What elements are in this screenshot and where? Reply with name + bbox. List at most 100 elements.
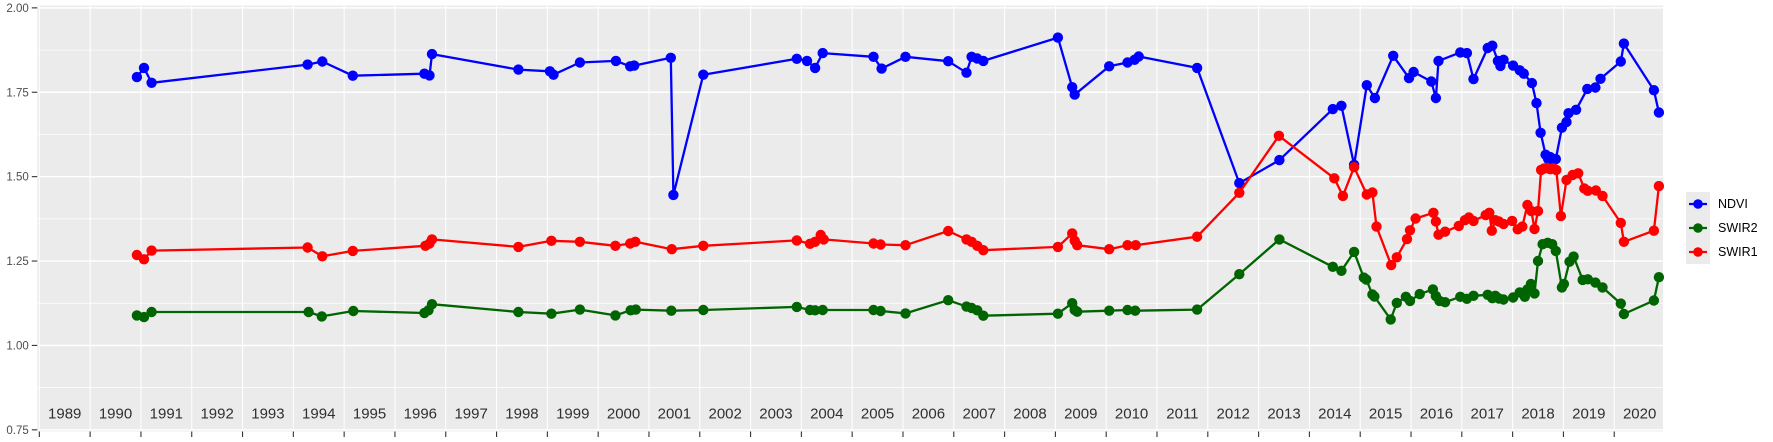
x-tick-label: 1993 xyxy=(251,406,284,423)
NDVI-point xyxy=(1274,154,1285,166)
NDVI-point xyxy=(1582,83,1593,95)
x-tick-label: 1997 xyxy=(454,406,487,423)
NDVI-point xyxy=(1433,55,1444,67)
NDVI-point xyxy=(1570,104,1582,116)
series-NDVI xyxy=(131,32,1665,201)
NDVI-point xyxy=(1408,66,1419,78)
x-tick-label: 2017 xyxy=(1471,406,1504,423)
NDVI-point xyxy=(424,70,435,81)
x-tick-label: 2013 xyxy=(1267,406,1300,423)
SWIR1-point xyxy=(546,235,557,246)
SWIR1-point xyxy=(1618,236,1630,247)
NDVI-point xyxy=(548,69,559,80)
SWIR2-point xyxy=(348,305,359,317)
SWIR2-point xyxy=(1130,305,1141,316)
x-tick-label: 2003 xyxy=(759,406,792,423)
SWIR2-point xyxy=(1336,265,1347,276)
SWIR2-point xyxy=(1327,261,1339,272)
SWIR1-point xyxy=(875,239,886,250)
NDVI-point xyxy=(610,55,622,67)
SWIR1-point xyxy=(818,234,829,245)
NDVI-point xyxy=(574,57,586,68)
axis-ticks xyxy=(31,7,1615,437)
SWIR2-point xyxy=(943,295,954,306)
NDVI-point xyxy=(302,59,313,70)
NDVI-point xyxy=(1550,153,1562,165)
NDVI-point xyxy=(1069,89,1080,100)
SWIR1-point xyxy=(943,225,954,237)
SWIR1-point xyxy=(1532,205,1544,217)
SWIR2-point xyxy=(546,308,557,319)
SWIR2-point xyxy=(1274,234,1285,245)
SWIR1-point xyxy=(1551,164,1562,176)
series-SWIR1 xyxy=(131,130,1665,271)
SWIR1-point xyxy=(630,236,641,247)
NDVI-point xyxy=(961,67,972,78)
NDVI-point xyxy=(131,71,143,83)
NDVI-point xyxy=(1327,103,1339,115)
SWIR2-point xyxy=(1498,294,1509,305)
SWIR2-point xyxy=(1404,295,1416,307)
NDVI-point xyxy=(146,77,157,89)
x-tick-label: 2009 xyxy=(1064,406,1097,423)
NDVI-point xyxy=(876,63,887,74)
SWIR1-point xyxy=(513,241,524,253)
SWIR2-point xyxy=(1391,297,1403,309)
SWIR1-point xyxy=(1401,233,1413,245)
SWIR2-point xyxy=(666,305,677,316)
SWIR2-point xyxy=(1532,255,1544,267)
x-tick-label: 1998 xyxy=(505,406,538,423)
SWIR1-point xyxy=(1371,221,1382,232)
SWIR1-point xyxy=(1404,225,1416,236)
NDVI-point xyxy=(426,48,438,60)
NDVI-point xyxy=(868,51,879,62)
SWIR1-point xyxy=(1191,231,1203,242)
SWIR2-point xyxy=(1615,298,1627,309)
SWIR2-point xyxy=(1468,290,1479,301)
NDVI-point xyxy=(1590,82,1601,93)
NDVI-point xyxy=(1535,127,1546,138)
SWIR2-point xyxy=(574,304,586,315)
x-tick-label: 2016 xyxy=(1420,406,1453,423)
SWIR1-point xyxy=(1430,216,1442,227)
x-tick-label: 2010 xyxy=(1115,406,1148,423)
SWIR2-point xyxy=(1550,245,1562,257)
SWIR1-point xyxy=(1337,190,1349,202)
SWIR1-point xyxy=(666,244,677,255)
NDVI-point xyxy=(1104,61,1115,72)
SWIR1-point xyxy=(146,245,157,256)
NDVI-point xyxy=(1468,73,1479,85)
swir1-key-icon xyxy=(1686,240,1710,264)
SWIR1-point xyxy=(1130,240,1141,251)
NDVI-point xyxy=(817,47,828,59)
legend: NDVI SWIR2 SWIR1 xyxy=(1686,192,1758,264)
SWIR1-point xyxy=(1573,168,1584,179)
NDVI-point xyxy=(698,69,709,80)
SWIR1-point xyxy=(1122,240,1133,251)
y-tick-label: 1.50 xyxy=(6,172,28,184)
NDVI-point xyxy=(1531,97,1542,109)
SWIR1-point xyxy=(1072,240,1083,251)
NDVI-point xyxy=(1133,51,1144,62)
SWIR2-point xyxy=(138,311,150,323)
NDVI-point xyxy=(1369,92,1381,104)
NDVI-point xyxy=(809,62,821,74)
NDVI-point xyxy=(1561,116,1572,128)
gridlines xyxy=(37,5,1663,432)
SWIR2-point xyxy=(630,304,641,315)
NDVI-point xyxy=(347,70,358,81)
y-tick-label: 1.00 xyxy=(6,340,28,352)
SWIR1-point xyxy=(1468,215,1479,227)
NDVI-point xyxy=(1461,47,1473,59)
NDVI-point xyxy=(1595,73,1606,85)
NDVI-point xyxy=(1518,68,1530,79)
SWIR2-point xyxy=(316,311,327,322)
SWIR2-point xyxy=(146,306,157,318)
SWIR1-point xyxy=(1486,225,1498,236)
SWIR1-point xyxy=(1234,187,1245,198)
x-tick-label: 2019 xyxy=(1572,406,1605,423)
NDVI-point xyxy=(801,55,813,67)
NDVI-point xyxy=(317,56,328,67)
x-tick-label: 2012 xyxy=(1217,406,1250,423)
